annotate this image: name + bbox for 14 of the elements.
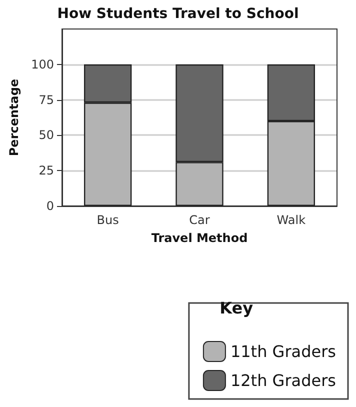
legend-label: 12th Graders <box>230 371 336 390</box>
chart-title: How Students Travel to School <box>57 6 299 22</box>
y-tick-label: 0 <box>46 199 54 213</box>
y-tick-label: 100 <box>31 57 54 72</box>
y-tick-label: 50 <box>38 128 54 142</box>
x-tick-label: Car <box>189 213 210 227</box>
legend-label: 11th Graders <box>230 342 336 361</box>
y-tick-label: 25 <box>38 164 54 178</box>
x-tick-label: Bus <box>96 213 119 227</box>
x-tick-label: Walk <box>276 213 306 227</box>
y-tick-label: 75 <box>38 92 54 107</box>
y-axis-title: Percentage <box>7 78 22 156</box>
x-axis-title: Travel Method <box>151 231 248 245</box>
legend-title: Key <box>220 298 254 318</box>
